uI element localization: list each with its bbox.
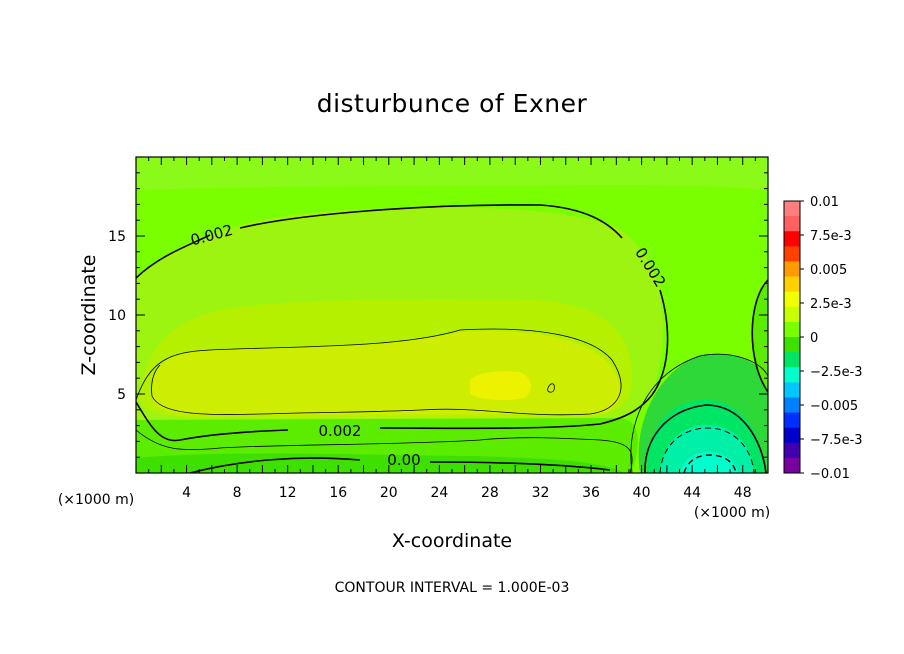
contour-right-edge — [751, 279, 768, 393]
contour-000-lower — [189, 457, 611, 473]
y-tick-label: 10 — [108, 308, 126, 324]
colorbar-swatch — [784, 321, 800, 338]
colorbar-swatch — [784, 276, 800, 293]
colorbar-labels: 0.01 7.5e-3 0.005 2.5e-3 0 −2.5e-3 −0.005 −7.5e… — [810, 195, 863, 482]
colorbar-label: 0 — [810, 331, 818, 346]
x-tick-label: 44 — [683, 485, 701, 501]
colorbar-swatch — [784, 261, 800, 278]
colorbar-swatch — [784, 352, 800, 368]
colorbar-label: −0.005 — [810, 399, 858, 414]
x-tick-labels: 4 8 12 16 20 24 28 32 36 40 44 48 — [182, 485, 752, 501]
contour-000-negative-zone — [644, 404, 767, 473]
colorbar-label: 2.5e-3 — [810, 297, 852, 312]
x-tick-label: 20 — [380, 485, 398, 501]
x-tick-label: 4 — [182, 485, 191, 501]
contour-lines — [136, 204, 768, 473]
x-tick-label: 24 — [430, 485, 448, 501]
y-axis-label: Z-coordinate — [78, 255, 100, 376]
y-tick-labels: 5 10 15 — [108, 229, 126, 403]
field-band-00035 — [470, 371, 532, 401]
contour-neg-dashed-2 — [683, 454, 737, 473]
x-axis-label: X-coordinate — [392, 530, 512, 552]
contour-0003-small — [547, 383, 555, 393]
colorbar-label: −0.01 — [810, 467, 850, 482]
contour-label-lower: 0.002 — [319, 422, 362, 440]
y-tick-label: 15 — [108, 229, 126, 245]
colorbar-swatch — [784, 442, 800, 459]
colorbar-label: 7.5e-3 — [810, 229, 852, 244]
x-tick-label: 40 — [633, 485, 651, 501]
contour-neg-outer — [630, 353, 768, 473]
x-unit-left: (×1000 m) — [58, 492, 134, 508]
colorbar-swatch — [784, 367, 800, 383]
x-tick-label: 48 — [734, 485, 752, 501]
contour-neg-dashed-1 — [659, 427, 755, 473]
x-tick-label: 8 — [233, 485, 242, 501]
colorbar-label: 0.01 — [810, 195, 839, 210]
field-negative-4 — [680, 452, 738, 473]
colorbar-swatch — [784, 382, 800, 398]
contour-label-bottom: 0.00 — [387, 451, 420, 469]
colorbar-label: −7.5e-3 — [810, 433, 863, 448]
axis-ticks — [136, 157, 768, 473]
colorbar-swatch — [784, 306, 800, 323]
colorbar-swatch — [784, 427, 800, 444]
colorbar-swatch — [784, 397, 800, 414]
colorbar-swatch — [784, 246, 800, 262]
colorbar-swatch — [784, 231, 800, 247]
contour-00025 — [136, 328, 622, 416]
chart-title: disturbunce of Exner — [317, 89, 588, 118]
colorbar-swatch — [784, 457, 800, 474]
colorbar-swatch — [784, 337, 800, 353]
field-near-zero — [136, 453, 625, 473]
colorbar-label: 0.005 — [810, 263, 847, 278]
colorbar-swatch — [784, 201, 800, 217]
x-tick-label: 36 — [582, 485, 600, 501]
contour-0002-upper — [136, 204, 669, 442]
colorbar-swatch — [784, 216, 800, 232]
plot-area — [136, 157, 768, 473]
colorbar-swatch — [784, 412, 800, 429]
contour-interval-note: CONTOUR INTERVAL = 1.000E-03 — [335, 580, 570, 596]
x-tick-label: 12 — [279, 485, 297, 501]
colorbar-swatch — [784, 291, 800, 308]
x-unit-right: (×1000 m) — [694, 505, 770, 521]
x-tick-label: 32 — [532, 485, 550, 501]
y-tick-label: 5 — [117, 387, 126, 403]
field-top-band — [136, 157, 768, 190]
colorbar-label: −2.5e-3 — [810, 365, 863, 380]
contour-00015 — [136, 429, 633, 473]
x-tick-label: 28 — [481, 485, 499, 501]
x-tick-label: 16 — [329, 485, 347, 501]
colorbar — [783, 200, 804, 474]
